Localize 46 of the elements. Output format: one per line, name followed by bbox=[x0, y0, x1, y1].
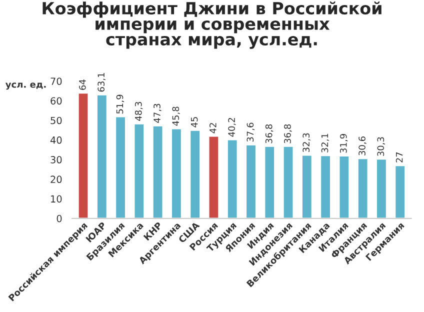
y-tick-label: 50 bbox=[50, 116, 62, 124]
chart-title: Коэффициент Джини в Российской империи и современных странах мира, усл.ед. bbox=[42, 2, 382, 49]
data-label: 30,3 bbox=[377, 137, 385, 156]
data-label: 51,9 bbox=[116, 94, 124, 114]
y-tick-label: 60 bbox=[50, 97, 62, 105]
y-tick-label: 10 bbox=[51, 195, 62, 203]
data-label: 32,1 bbox=[321, 134, 330, 152]
bar bbox=[282, 146, 294, 218]
bar bbox=[357, 158, 369, 218]
data-label: 32,3 bbox=[302, 133, 310, 152]
data-label: 30,6 bbox=[358, 136, 366, 156]
data-label: 48,3 bbox=[134, 102, 143, 121]
data-label: 64 bbox=[79, 80, 86, 90]
bar bbox=[376, 158, 388, 218]
data-label: 37,6 bbox=[246, 122, 255, 142]
y-tick-label: 30 bbox=[50, 156, 62, 164]
data-label: 36,8 bbox=[265, 124, 274, 144]
data-label: 63,1 bbox=[98, 73, 106, 92]
bar bbox=[152, 124, 164, 218]
data-label: 27 bbox=[396, 152, 403, 162]
data-label: 45 bbox=[190, 117, 198, 128]
y-axis-title: усл. ед. bbox=[5, 82, 46, 90]
data-label: 36,8 bbox=[284, 124, 292, 144]
y-tick-label: 20 bbox=[50, 176, 62, 184]
data-label: 31,9 bbox=[340, 134, 348, 153]
bar bbox=[208, 135, 220, 218]
data-label: 47,3 bbox=[154, 104, 162, 123]
bar bbox=[301, 154, 313, 218]
bar bbox=[394, 164, 406, 218]
bar bbox=[133, 122, 145, 218]
y-tick-label: 70 bbox=[50, 78, 62, 85]
bar bbox=[264, 146, 276, 218]
y-tick-label: 40 bbox=[50, 136, 62, 144]
bar bbox=[245, 144, 257, 218]
y-tick-label: 0 bbox=[56, 214, 62, 222]
data-label: 42 bbox=[210, 123, 216, 134]
data-label: 40,2 bbox=[228, 118, 236, 137]
bar bbox=[226, 138, 238, 218]
data-label: 45,8 bbox=[172, 106, 180, 126]
bar bbox=[114, 116, 126, 218]
bar bbox=[338, 155, 350, 218]
bar bbox=[96, 94, 108, 218]
bar bbox=[170, 128, 182, 218]
bar bbox=[189, 129, 201, 218]
bar bbox=[320, 154, 332, 218]
bar bbox=[77, 92, 90, 218]
